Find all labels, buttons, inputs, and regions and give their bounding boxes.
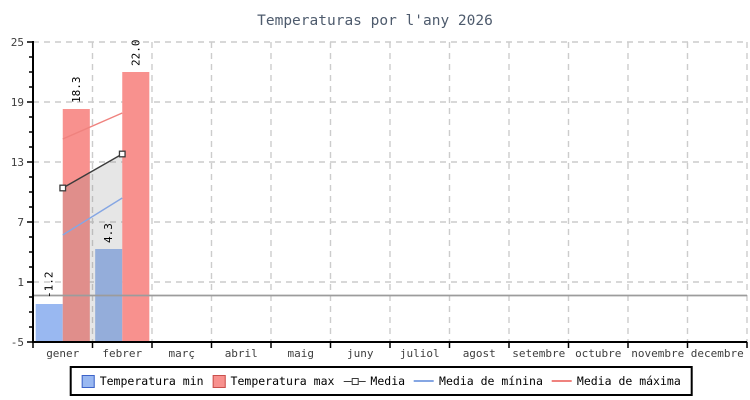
y-tick-label: 25	[11, 36, 24, 49]
y-tick-label: -5	[11, 336, 24, 349]
legend-label-media-de-maxima: Media de máxima	[576, 374, 681, 388]
y-tick-label: 1	[17, 276, 24, 289]
line-media-de-máxima	[62, 112, 123, 140]
temperatura-min-swatch-icon	[81, 374, 95, 388]
x-tick-label: setembre	[512, 347, 565, 360]
axes	[27, 41, 748, 348]
legend-item-temperatura-min[interactable]: Temperatura min	[81, 374, 204, 388]
temperatura-max-swatch-icon	[212, 374, 226, 388]
bar-temperatura-min-gener	[35, 304, 63, 342]
legend-item-temperatura-max[interactable]: Temperatura max	[212, 374, 335, 388]
x-tick-label: juny	[347, 347, 374, 360]
bar-value-labels: -1.2 4.3 18.3 22.0	[43, 40, 143, 299]
line-media-de-mínina	[62, 197, 123, 236]
line-media	[62, 153, 123, 189]
tick-labels: 25 19 13 7 1 -5 gener febrer març abril maig juny ju…	[11, 36, 744, 360]
x-tick-label: gener	[46, 347, 79, 360]
legend-label-temperatura-max: Temperatura max	[230, 374, 335, 388]
x-tick-label: novembre	[631, 347, 684, 360]
media-marker-icon	[343, 376, 366, 386]
x-tick-label: abril	[225, 347, 258, 360]
legend-item-media[interactable]: Media	[343, 374, 405, 388]
legend-label-media-de-minina: Media de mínina	[439, 374, 543, 388]
bar-value-label: -1.2	[43, 272, 56, 299]
media-point-marker	[59, 184, 67, 192]
x-tick-label: març	[169, 347, 196, 360]
gridlines	[33, 41, 748, 342]
x-tick-label: octubre	[575, 347, 621, 360]
bar-value-label: 22.0	[129, 40, 142, 67]
y-tick-label: 7	[17, 216, 24, 229]
media-de-maxima-line-icon	[551, 380, 572, 382]
x-tick-label: decembre	[691, 347, 744, 360]
x-tick-label: febrer	[102, 347, 142, 360]
x-tick-label: maig	[288, 347, 315, 360]
legend-label-media: Media	[370, 374, 406, 388]
x-tick-label: juliol	[400, 347, 440, 360]
bar-value-label: 4.3	[102, 223, 115, 243]
x-tick-label: agost	[463, 347, 496, 360]
legend-item-media-de-maxima[interactable]: Media de máxima	[551, 374, 681, 388]
media-de-minina-line-icon	[414, 380, 435, 382]
legend-item-media-de-minina[interactable]: Media de mínina	[414, 374, 543, 388]
chart-legend: Temperatura min Temperatura max Media Me…	[69, 366, 693, 396]
legend-label-temperatura-min: Temperatura min	[99, 374, 204, 388]
bar-value-label: 18.3	[70, 77, 83, 104]
media-point-marker	[118, 150, 126, 158]
chart-title: Temperaturas por l'any 2026	[257, 13, 493, 29]
bar-temperatura-max-gener	[62, 109, 90, 342]
y-tick-label: 13	[11, 156, 24, 169]
bar-temperatura-max-febrer	[122, 72, 150, 342]
y-tick-label: 19	[11, 96, 24, 109]
